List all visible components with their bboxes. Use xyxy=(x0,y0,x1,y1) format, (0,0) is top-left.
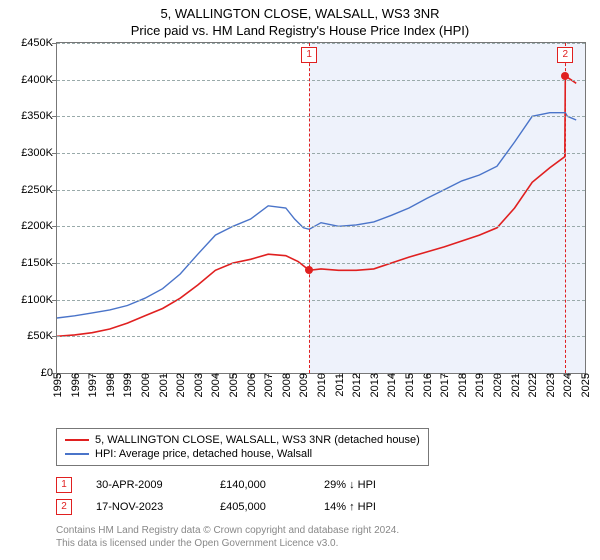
x-axis-label: 2010 xyxy=(314,373,328,397)
sale-date: 30-APR-2009 xyxy=(96,479,196,491)
event-dot xyxy=(305,266,313,274)
y-axis-label: £250K xyxy=(21,184,57,196)
x-axis-label: 2004 xyxy=(208,373,222,397)
footer-attribution: Contains HM Land Registry data © Crown c… xyxy=(56,524,600,550)
x-axis-label: 1995 xyxy=(50,373,64,397)
y-axis-label: £400K xyxy=(21,74,57,86)
x-axis-label: 2015 xyxy=(402,373,416,397)
y-axis-label: £100K xyxy=(21,294,57,306)
x-axis-label: 2021 xyxy=(508,373,522,397)
sale-marker-box: 1 xyxy=(56,477,72,493)
x-axis-label: 2017 xyxy=(437,373,451,397)
x-axis-label: 2009 xyxy=(296,373,310,397)
event-vline xyxy=(309,43,310,373)
x-axis-label: 2000 xyxy=(138,373,152,397)
x-axis-label: 2022 xyxy=(525,373,539,397)
sale-delta: 29% ↓ HPI xyxy=(324,479,414,491)
legend: 5, WALLINGTON CLOSE, WALSALL, WS3 3NR (d… xyxy=(56,428,429,466)
chart-area: £0£50K£100K£150K£200K£250K£300K£350K£400… xyxy=(0,42,600,422)
y-gridline xyxy=(57,263,585,264)
x-axis-label: 2013 xyxy=(367,373,381,397)
sale-marker-box: 2 xyxy=(56,499,72,515)
x-axis-label: 2001 xyxy=(156,373,170,397)
event-marker-box: 2 xyxy=(557,47,573,63)
sale-date: 17-NOV-2023 xyxy=(96,501,196,513)
y-gridline xyxy=(57,226,585,227)
y-axis-label: £200K xyxy=(21,220,57,232)
x-axis-label: 2024 xyxy=(560,373,574,397)
x-axis-label: 2002 xyxy=(173,373,187,397)
sale-row: 2 17-NOV-2023 £405,000 14% ↑ HPI xyxy=(56,496,600,518)
x-axis-label: 1996 xyxy=(68,373,82,397)
x-axis-label: 2020 xyxy=(490,373,504,397)
x-axis-label: 2014 xyxy=(384,373,398,397)
y-axis-label: £50K xyxy=(27,330,57,342)
series-hpi xyxy=(57,113,576,318)
x-axis-label: 1998 xyxy=(103,373,117,397)
y-axis-label: £450K xyxy=(21,37,57,49)
x-axis-label: 2003 xyxy=(191,373,205,397)
y-axis-label: £350K xyxy=(21,110,57,122)
x-axis-label: 2008 xyxy=(279,373,293,397)
x-axis-label: 2016 xyxy=(420,373,434,397)
x-axis-label: 2005 xyxy=(226,373,240,397)
chart-title-main: 5, WALLINGTON CLOSE, WALSALL, WS3 3NR xyxy=(0,0,600,21)
series-price_paid xyxy=(57,76,576,336)
legend-row: HPI: Average price, detached house, Wals… xyxy=(65,447,420,461)
y-axis-label: £150K xyxy=(21,257,57,269)
line-layer xyxy=(57,43,585,373)
x-axis-label: 1999 xyxy=(120,373,134,397)
footer-line2: This data is licensed under the Open Gov… xyxy=(56,537,600,550)
sales-table: 1 30-APR-2009 £140,000 29% ↓ HPI 2 17-NOV-202… xyxy=(56,474,600,518)
x-axis-label: 1997 xyxy=(85,373,99,397)
sale-price: £140,000 xyxy=(220,479,300,491)
plot-region: £0£50K£100K£150K£200K£250K£300K£350K£400… xyxy=(56,42,586,374)
x-axis-label: 2018 xyxy=(455,373,469,397)
event-dot xyxy=(561,72,569,80)
y-gridline xyxy=(57,336,585,337)
event-vline xyxy=(565,43,566,373)
legend-swatch xyxy=(65,453,89,455)
chart-title-sub: Price paid vs. HM Land Registry's House … xyxy=(0,21,600,42)
y-axis-label: £300K xyxy=(21,147,57,159)
legend-row: 5, WALLINGTON CLOSE, WALSALL, WS3 3NR (d… xyxy=(65,433,420,447)
x-axis-label: 2025 xyxy=(578,373,592,397)
sale-delta: 14% ↑ HPI xyxy=(324,501,414,513)
y-gridline xyxy=(57,300,585,301)
x-axis-label: 2023 xyxy=(543,373,557,397)
x-axis-label: 2011 xyxy=(332,373,346,397)
x-axis-label: 2019 xyxy=(472,373,486,397)
footer-line1: Contains HM Land Registry data © Crown c… xyxy=(56,524,600,537)
x-axis-label: 2012 xyxy=(349,373,363,397)
x-axis-label: 2006 xyxy=(244,373,258,397)
sale-price: £405,000 xyxy=(220,501,300,513)
y-gridline xyxy=(57,116,585,117)
y-gridline xyxy=(57,43,585,44)
y-gridline xyxy=(57,80,585,81)
event-marker-box: 1 xyxy=(301,47,317,63)
legend-label: HPI: Average price, detached house, Wals… xyxy=(95,448,312,460)
x-axis-label: 2007 xyxy=(261,373,275,397)
legend-label: 5, WALLINGTON CLOSE, WALSALL, WS3 3NR (d… xyxy=(95,434,420,446)
y-gridline xyxy=(57,153,585,154)
sale-row: 1 30-APR-2009 £140,000 29% ↓ HPI xyxy=(56,474,600,496)
y-gridline xyxy=(57,190,585,191)
legend-swatch xyxy=(65,439,89,441)
